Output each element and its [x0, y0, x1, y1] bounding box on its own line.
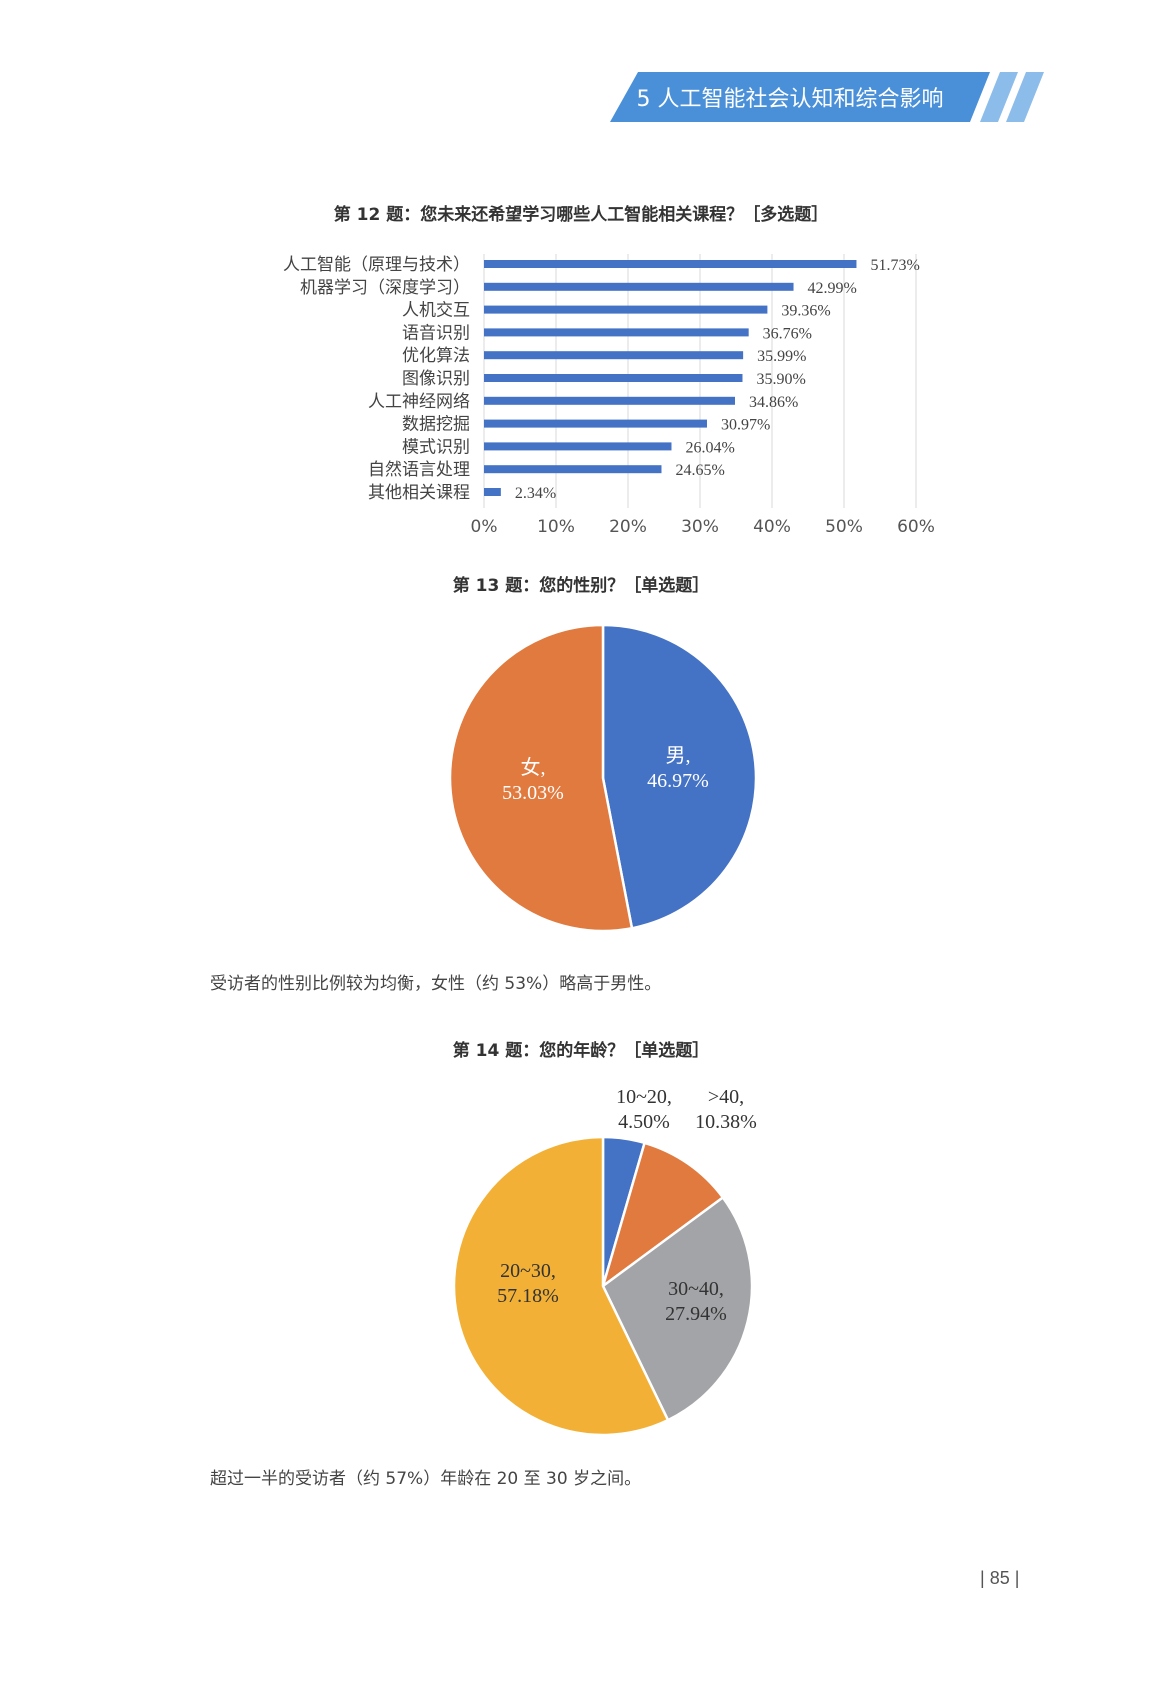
- q13-chart-title: 第 13 题：您的性别？［单选题］: [452, 576, 710, 596]
- bar: [484, 260, 857, 268]
- bar: [484, 488, 501, 496]
- slice-label: >40, 10.38%: [695, 1086, 757, 1133]
- category-label: 人工智能（原理与技术）: [283, 255, 470, 275]
- x-tick-label: 30%: [681, 517, 719, 537]
- page-number-value: 85: [989, 1568, 1010, 1588]
- q13-description: 受访者的性别比例较为均衡，女性（约 53%）略高于男性。: [210, 974, 662, 994]
- x-tick-label: 20%: [609, 517, 647, 537]
- x-tick-label: 40%: [753, 517, 791, 537]
- q14-description: 超过一半的受访者（约 57%）年龄在 20 至 30 岁之间。: [210, 1469, 642, 1489]
- value-label: 36.76%: [763, 325, 812, 342]
- bar: [484, 442, 672, 451]
- value-label: 35.90%: [756, 371, 805, 388]
- slice-label: 10~20, 4.50%: [616, 1086, 672, 1133]
- category-label: 人工神经网络: [368, 392, 470, 412]
- pie-slice: [452, 1135, 670, 1437]
- value-label: 2.34%: [515, 485, 556, 502]
- category-label: 其他相关课程: [368, 483, 470, 503]
- q13-pie-chart: 男, 46.97% 女, 53.03%: [448, 623, 758, 933]
- bar: [484, 328, 749, 337]
- x-tick-label: 50%: [825, 517, 863, 537]
- category-label: 数据挖掘: [402, 415, 470, 435]
- pie-slice: [601, 623, 758, 930]
- category-label: 模式识别: [402, 437, 470, 457]
- bar: [484, 351, 744, 360]
- slice-label: 男, 46.97%: [647, 745, 709, 792]
- header-stripe-1: [980, 72, 1018, 122]
- value-label: 35.99%: [757, 348, 806, 365]
- bar: [484, 396, 735, 405]
- value-label: 42.99%: [808, 280, 857, 297]
- category-label: 图像识别: [402, 369, 470, 389]
- value-label: 30.97%: [721, 417, 770, 434]
- slice-label: 20~30, 57.18%: [497, 1260, 559, 1307]
- section-title: 5 人工智能社会认知和综合影响: [637, 87, 944, 112]
- page-number: | 85 |: [980, 1568, 1020, 1588]
- value-label: 51.73%: [870, 257, 919, 274]
- q14-pie-chart: 10~20, 4.50% >40, 10.38% 30~40, 27.94% 20~30, 5…: [452, 1086, 757, 1437]
- bar: [484, 419, 707, 428]
- header-stripe-2: [1006, 72, 1044, 122]
- bar: [484, 305, 768, 314]
- x-tick-label: 60%: [897, 517, 935, 537]
- category-label: 人机交互: [402, 301, 470, 321]
- pie-slice: [448, 623, 634, 933]
- value-label: 39.36%: [781, 303, 830, 320]
- pie-slice: [600, 1141, 725, 1290]
- section-header-banner: 5 人工智能社会认知和综合影响: [610, 72, 1044, 122]
- bar: [484, 465, 662, 474]
- category-label: 机器学习（深度学习）: [300, 278, 470, 298]
- category-label: 语音识别: [402, 323, 470, 343]
- x-tick-label: 0%: [471, 517, 498, 537]
- q12-chart-title: 第 12 题：您未来还希望学习哪些人工智能相关课程？［多选题］: [333, 205, 829, 225]
- category-label: 优化算法: [402, 346, 470, 366]
- value-label: 26.04%: [685, 439, 734, 456]
- q12-bar-chart: 人工智能（原理与技术） 机器学习（深度学习） 人机交互语音识别优化算法图像识别人工神…: [283, 254, 935, 537]
- q14-chart-title: 第 14 题：您的年龄？［单选题］: [452, 1041, 710, 1061]
- value-label: 24.65%: [675, 462, 724, 479]
- bar: [484, 282, 794, 291]
- slice-label: 30~40, 27.94%: [665, 1278, 727, 1325]
- slice-label: 女, 53.03%: [502, 756, 564, 804]
- category-label: 自然语言处理: [368, 460, 470, 480]
- x-tick-label: 10%: [537, 517, 575, 537]
- pie-slice: [601, 1195, 754, 1422]
- header-banner-bar: [610, 72, 990, 122]
- value-label: 34.86%: [749, 394, 798, 411]
- bar: [484, 374, 743, 382]
